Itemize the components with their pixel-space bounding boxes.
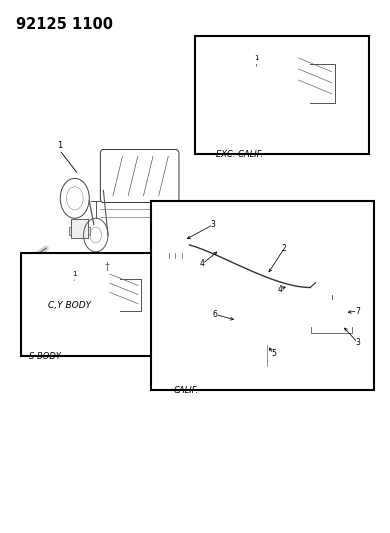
Text: 1: 1: [57, 141, 62, 150]
Bar: [195, 36, 369, 154]
FancyBboxPatch shape: [100, 149, 179, 203]
Text: †: †: [105, 262, 110, 271]
Text: 1: 1: [254, 55, 259, 61]
Bar: [88, 227, 90, 235]
Text: C,Y BODY: C,Y BODY: [48, 301, 91, 310]
Text: EXC. CALIF.: EXC. CALIF.: [216, 150, 263, 159]
Text: CALIF.: CALIF.: [174, 386, 199, 395]
Bar: [21, 253, 170, 356]
Bar: [163, 237, 190, 253]
Bar: [71, 219, 88, 238]
Text: 4: 4: [200, 260, 205, 269]
Bar: [69, 227, 71, 235]
Text: S BODY: S BODY: [29, 352, 61, 361]
Text: 2: 2: [282, 244, 287, 253]
Text: 3: 3: [211, 220, 216, 229]
Text: 1: 1: [72, 271, 76, 277]
Bar: [151, 201, 374, 390]
Text: 4: 4: [278, 285, 282, 294]
Bar: [319, 298, 345, 327]
Text: 6: 6: [213, 310, 218, 319]
Bar: [77, 274, 120, 316]
Text: 92125 1100: 92125 1100: [16, 17, 113, 33]
Text: 3: 3: [355, 338, 360, 347]
Text: 5: 5: [271, 349, 276, 358]
Bar: [260, 58, 310, 108]
Text: 7: 7: [355, 306, 360, 316]
